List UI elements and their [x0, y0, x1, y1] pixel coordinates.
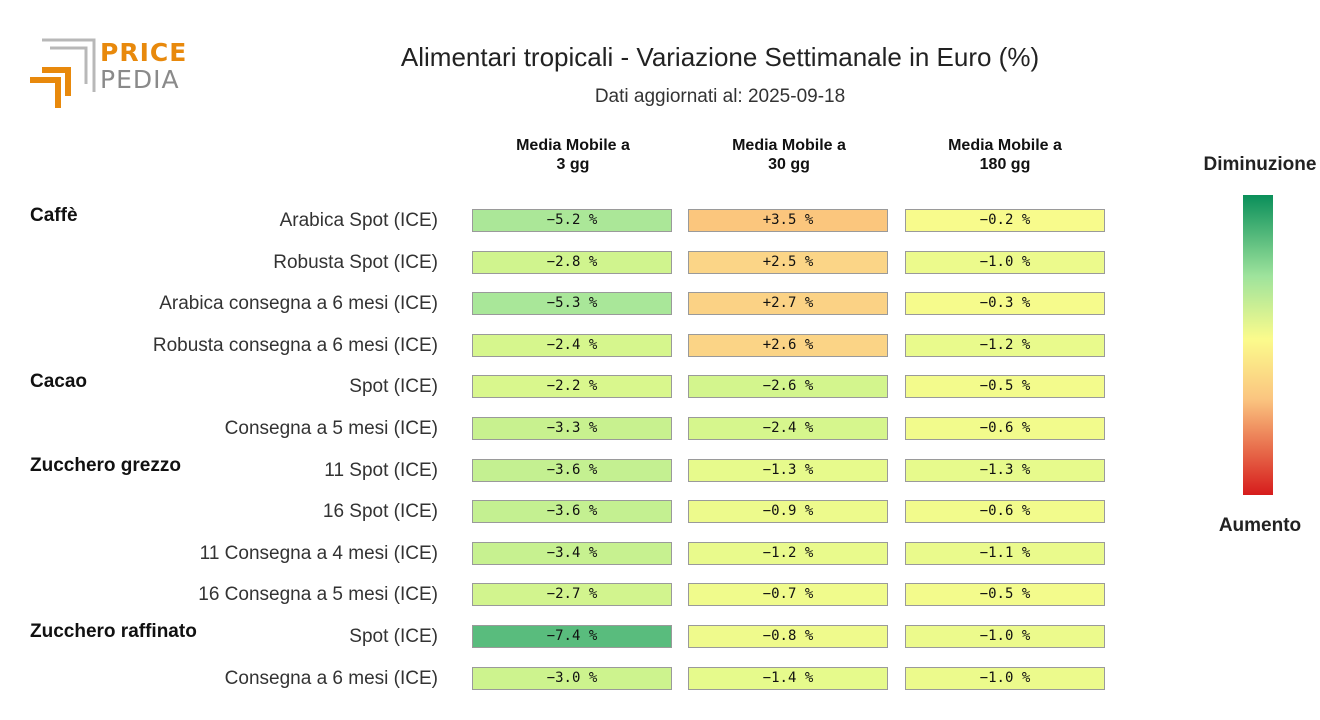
colorbar: [1243, 195, 1273, 495]
group-label: Zucchero grezzo: [30, 454, 181, 476]
column-header: Media Mobile a 180 gg: [948, 137, 1062, 173]
logo-mark-icon: [30, 38, 96, 108]
heatmap-cell: −3.6 %: [472, 500, 672, 524]
logo-text-pedia: PEDIA: [100, 65, 180, 94]
heatmap-cell: −3.4 %: [472, 541, 672, 565]
heatmap-cell: −0.7 %: [688, 583, 888, 607]
heatmap-cell: −1.4 %: [688, 666, 888, 690]
heatmap-cell: −0.5 %: [905, 375, 1105, 399]
heatmap-cell: −1.2 %: [905, 333, 1105, 357]
row-label: 16 Consegna a 5 mesi (ICE): [198, 584, 438, 606]
row-label: Arabica consegna a 6 mesi (ICE): [159, 293, 438, 315]
column-header: Media Mobile a 3 gg: [516, 137, 630, 173]
heatmap-cell: −3.6 %: [472, 458, 672, 482]
group-label: Caffè: [30, 205, 78, 226]
heatmap-cell: −0.5 %: [905, 583, 1105, 607]
heatmap-cell: −2.6 %: [688, 375, 888, 399]
heatmap-cell: −3.3 %: [472, 417, 672, 440]
row-label: Consegna a 6 mesi (ICE): [224, 667, 438, 689]
logo-text-price: PRICE: [100, 38, 188, 67]
group-label: Cacao: [30, 371, 88, 393]
heatmap-cell: −1.1 %: [905, 541, 1105, 565]
heatmap-cell: −3.0 %: [472, 666, 672, 690]
heatmap-cell: +2.7 %: [688, 292, 888, 316]
row-label: Spot (ICE): [349, 626, 438, 647]
chart-subtitle: Dati aggiornati al: 2025-09-18: [594, 86, 846, 107]
heatmap-cell: −5.3 %: [472, 292, 672, 316]
row-label: Robusta Spot (ICE): [273, 251, 438, 273]
column-header: Media Mobile a 30 gg: [732, 137, 846, 173]
heatmap-cell: −1.0 %: [905, 625, 1105, 648]
colorbar-bottom-label: Aumento: [1218, 515, 1302, 536]
pricepedia-logo: PRICE PEDIA: [28, 36, 188, 111]
heatmap-cell: −0.9 %: [688, 500, 888, 524]
heatmap-cell: +3.5 %: [688, 209, 888, 232]
heatmap-cell: −1.2 %: [688, 541, 888, 565]
row-label: 11 Spot (ICE): [324, 459, 438, 481]
heatmap-cell: −0.6 %: [905, 417, 1105, 440]
heatmap-cell: −2.4 %: [688, 417, 888, 440]
heatmap-cell: −2.2 %: [472, 375, 672, 399]
heatmap-cell: −2.8 %: [472, 250, 672, 274]
heatmap-cell: −0.3 %: [905, 292, 1105, 316]
heatmap-cell: −0.8 %: [688, 625, 888, 648]
heatmap-cell: −2.4 %: [472, 333, 672, 357]
chart-title: Alimentari tropicali - Variazione Settim…: [400, 42, 1040, 72]
row-label: Robusta consegna a 6 mesi (ICE): [152, 334, 438, 356]
heatmap-cell: −2.7 %: [472, 583, 672, 607]
heatmap-cell: −0.2 %: [905, 209, 1105, 232]
heatmap-cell: −1.3 %: [905, 458, 1105, 482]
row-label: Spot (ICE): [349, 376, 438, 398]
heatmap-cell: −1.3 %: [688, 458, 888, 482]
row-label: Arabica Spot (ICE): [279, 210, 438, 231]
row-label: 11 Consegna a 4 mesi (ICE): [199, 542, 438, 564]
row-label: Consegna a 5 mesi (ICE): [224, 418, 438, 439]
heatmap-cell: −1.0 %: [905, 250, 1105, 274]
heatmap-cell: −5.2 %: [472, 209, 672, 232]
heatmap-cell: −7.4 %: [472, 625, 672, 648]
heatmap-cell: −1.0 %: [905, 666, 1105, 690]
heatmap-cell: +2.5 %: [688, 250, 888, 274]
heatmap-cell: −0.6 %: [905, 500, 1105, 524]
row-label: 16 Spot (ICE): [322, 501, 438, 523]
group-label: Zucchero raffinato: [30, 621, 197, 642]
colorbar-top-label: Diminuzione: [1203, 154, 1317, 175]
heatmap-cell: +2.6 %: [688, 333, 888, 357]
